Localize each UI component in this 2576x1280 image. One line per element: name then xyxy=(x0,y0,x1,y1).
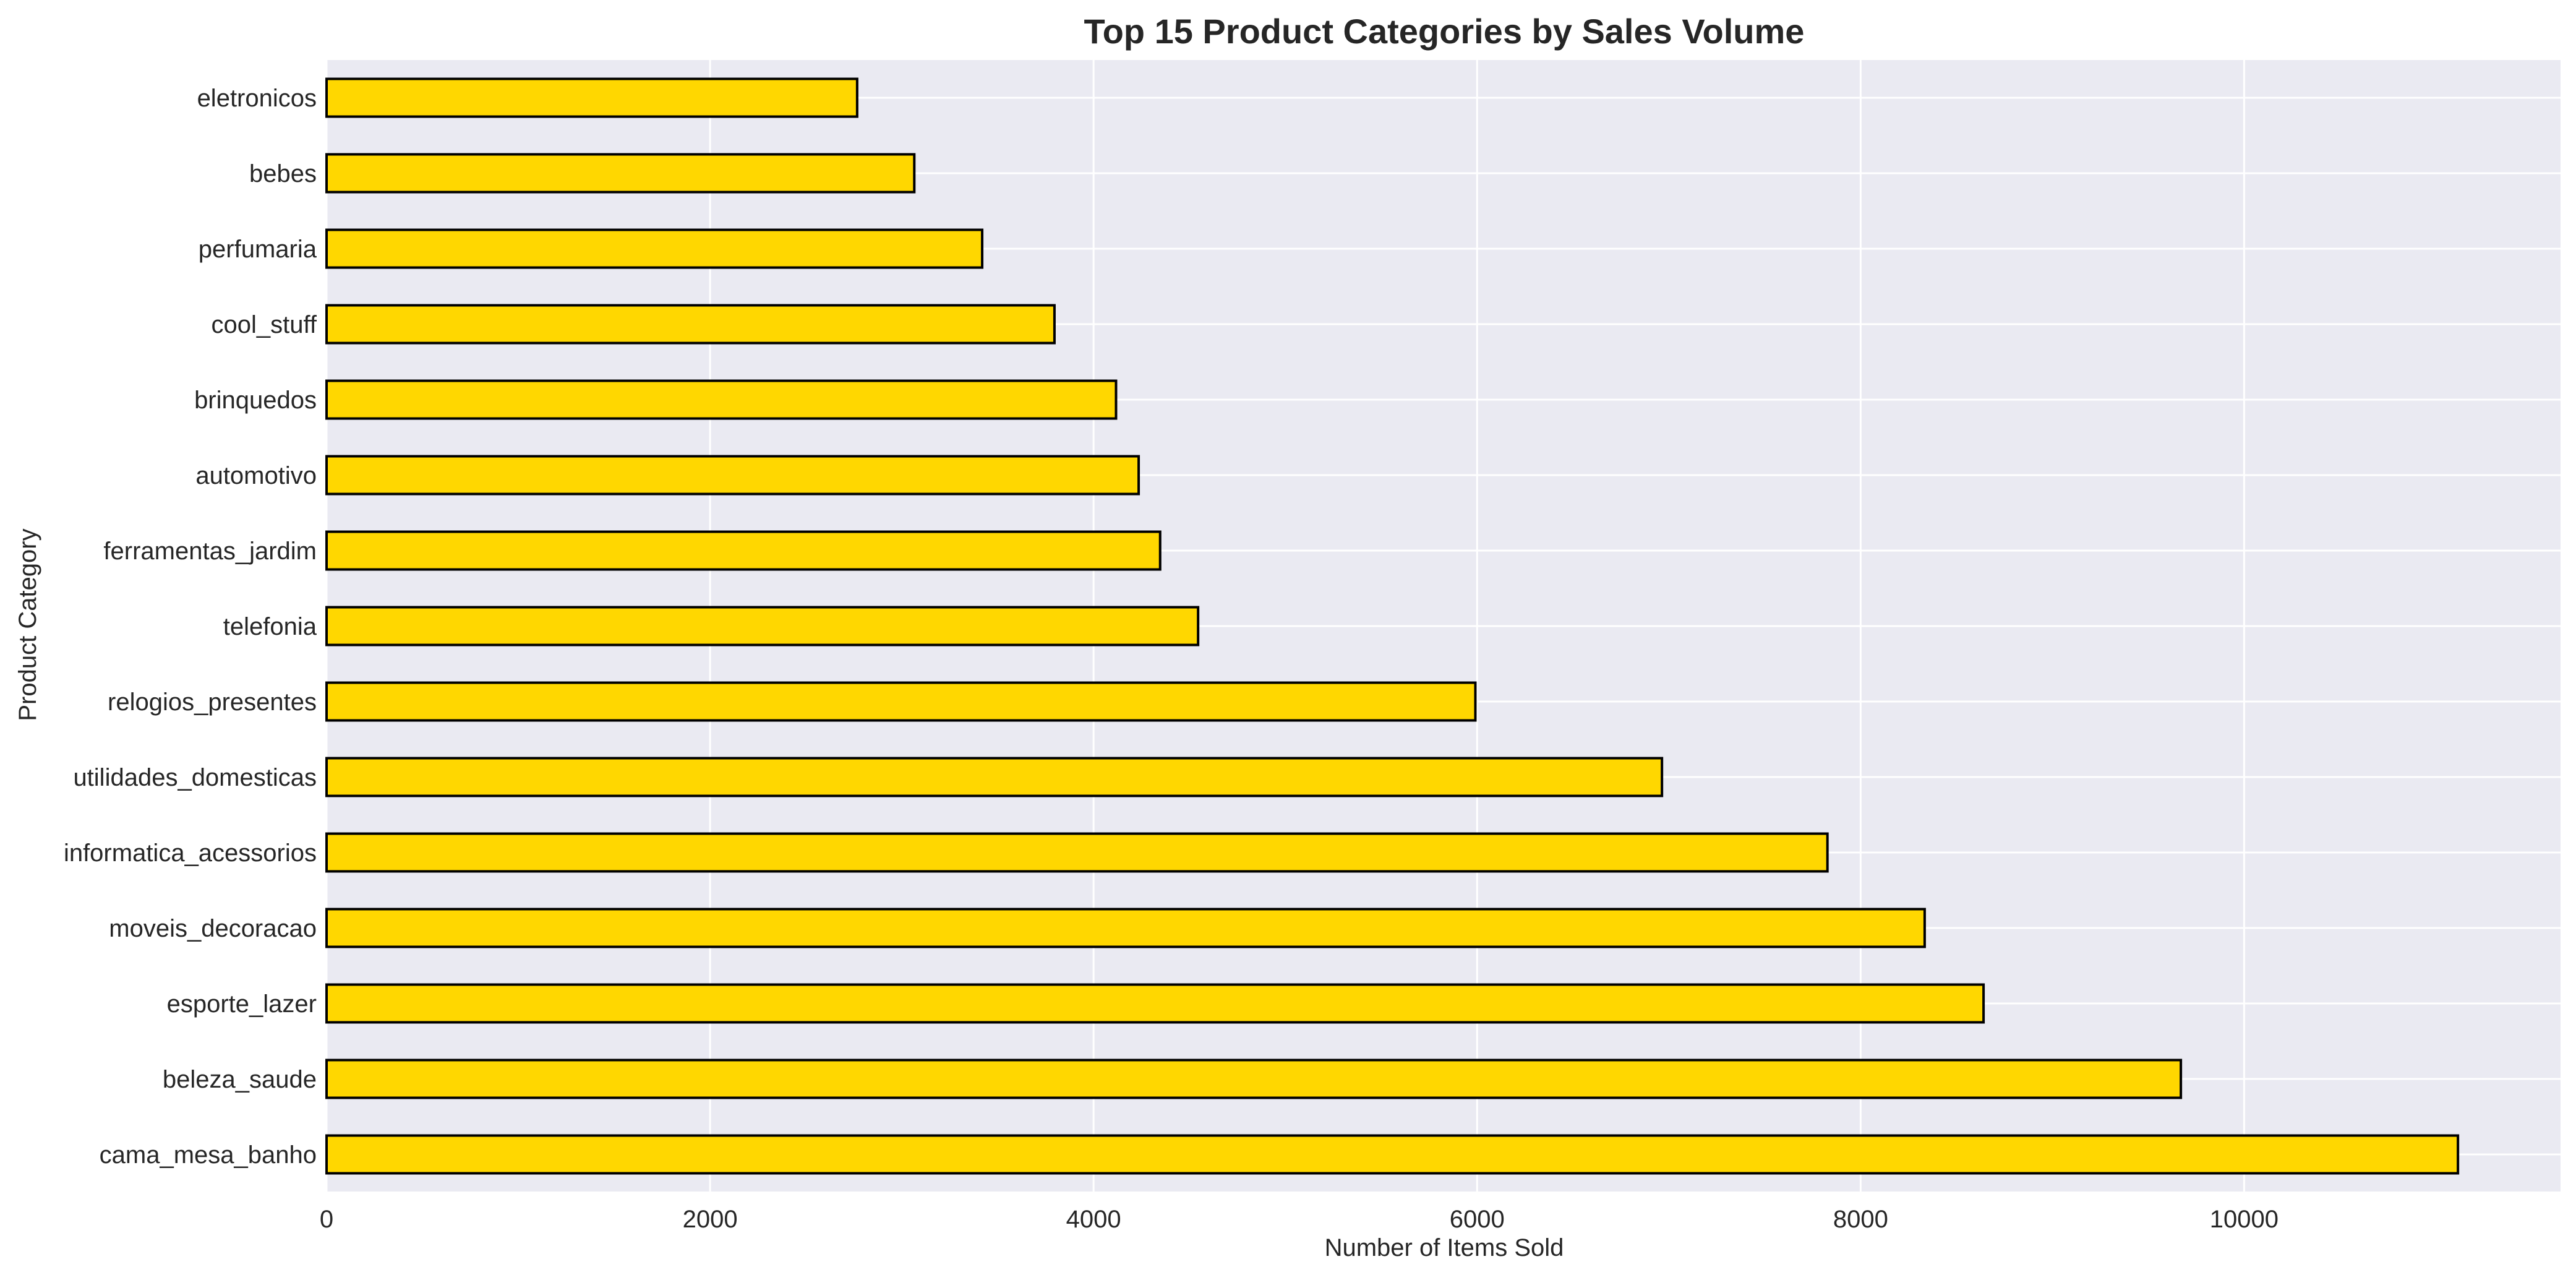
chart-title: Top 15 Product Categories by Sales Volum… xyxy=(1084,12,1805,51)
bar-perfumaria xyxy=(325,228,984,269)
bar-ferramentas_jardim xyxy=(325,530,1162,571)
bar-moveis_decoracao xyxy=(325,908,1926,948)
y-tick-label: cama_mesa_banho xyxy=(100,1141,317,1169)
x-tick-label: 2000 xyxy=(683,1206,738,1233)
bar-brinquedos xyxy=(325,379,1118,420)
bar-informatica_acessorios xyxy=(325,832,1829,873)
y-tick-label: perfumaria xyxy=(199,236,317,263)
bar-utilidades_domesticas xyxy=(325,757,1664,797)
y-tick-label: bebes xyxy=(249,160,317,187)
y-axis-title: Product Category xyxy=(14,528,41,721)
x-tick-label: 10000 xyxy=(2210,1206,2279,1233)
x-tick-label: 4000 xyxy=(1066,1206,1121,1233)
y-tick-label: automotivo xyxy=(195,462,317,489)
x-tick-label: 6000 xyxy=(1450,1206,1505,1233)
y-tick-labels: cama_mesa_banho beleza_saude esporte_lazer… xyxy=(64,85,317,1169)
bar-cool_stuff xyxy=(325,304,1056,345)
y-tick-label: telefonia xyxy=(223,613,317,640)
bar-bebes xyxy=(325,153,916,194)
bar-beleza_saude xyxy=(325,1059,2183,1099)
bar-telefonia xyxy=(325,606,1200,646)
y-tick-label: beleza_saude xyxy=(163,1066,317,1093)
bar-esporte_lazer xyxy=(325,983,1985,1024)
x-tick-label: 0 xyxy=(320,1206,333,1233)
y-tick-label: brinquedos xyxy=(194,387,317,414)
y-tick-label: cool_stuff xyxy=(212,311,317,338)
y-tick-label: informatica_acessorios xyxy=(64,840,317,867)
y-tick-label: ferramentas_jardim xyxy=(103,538,317,565)
y-tick-label: moveis_decoracao xyxy=(109,915,317,942)
y-tick-label: utilidades_domesticas xyxy=(73,764,317,791)
x-axis-title: Number of Items Sold xyxy=(1325,1234,1564,1261)
bar-cama_mesa_banho xyxy=(325,1134,2460,1175)
x-tick-label: 8000 xyxy=(1833,1206,1888,1233)
bar-relogios_presentes xyxy=(325,681,1477,722)
bar-eletronicos xyxy=(325,77,858,118)
bar-automotivo xyxy=(325,455,1140,496)
bars xyxy=(325,77,2460,1175)
y-tick-label: eletronicos xyxy=(197,85,317,112)
y-tick-label: esporte_lazer xyxy=(167,990,317,1018)
x-tick-labels: 0 2000 4000 6000 8000 10000 xyxy=(320,1206,2279,1233)
y-tick-label: relogios_presentes xyxy=(108,689,317,716)
